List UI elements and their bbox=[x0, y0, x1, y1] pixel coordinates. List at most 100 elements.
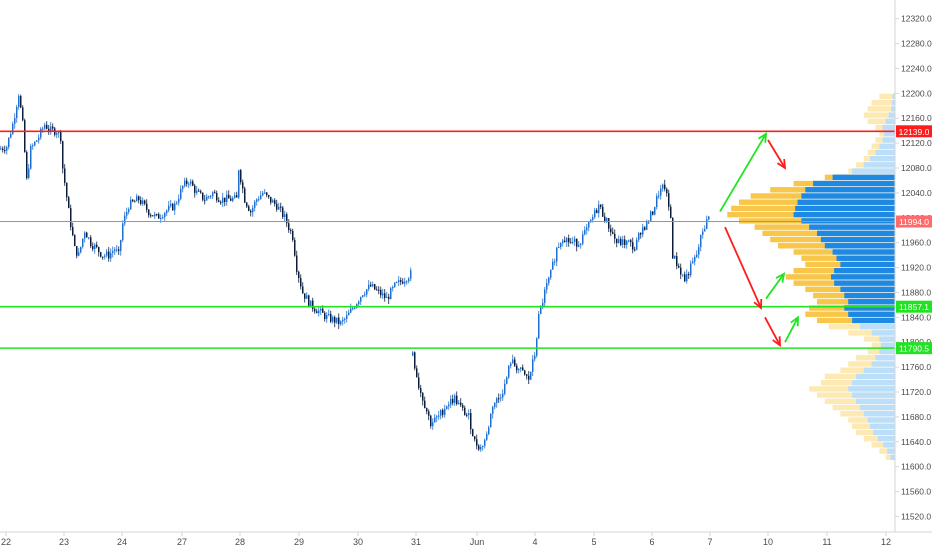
candle-body bbox=[700, 234, 702, 248]
candle-body bbox=[292, 230, 294, 241]
time-axis[interactable]: 22 23 24 27 28 29 30 31 Jun 4 5 6 7 10 11 12 bbox=[1, 532, 891, 547]
candle-body bbox=[326, 315, 328, 320]
candle-body bbox=[370, 284, 372, 287]
candle-body bbox=[434, 417, 436, 423]
candle-body bbox=[560, 243, 562, 248]
profile-bar-up bbox=[813, 180, 895, 187]
candle-body bbox=[90, 237, 92, 247]
candle-body bbox=[586, 227, 588, 231]
candle-body bbox=[590, 219, 592, 223]
candle-body bbox=[172, 203, 174, 211]
candle-body bbox=[282, 207, 284, 218]
candle-body bbox=[638, 233, 640, 240]
profile-bar-up bbox=[852, 317, 895, 324]
profile-bar-up bbox=[832, 249, 895, 255]
candle-body bbox=[446, 406, 448, 409]
candle-body bbox=[288, 223, 290, 230]
profile-bar-up bbox=[852, 379, 895, 386]
candle-body bbox=[442, 410, 444, 415]
candle-body bbox=[228, 194, 230, 199]
level-price-tag bbox=[896, 125, 932, 138]
candle-body bbox=[140, 200, 142, 204]
candle-body bbox=[354, 307, 356, 309]
candle-body bbox=[162, 217, 164, 219]
arrow-shaft[interactable] bbox=[784, 316, 799, 343]
candle-body bbox=[316, 311, 318, 314]
candle-body bbox=[230, 198, 232, 201]
candle-body bbox=[246, 202, 248, 207]
candle-body bbox=[38, 137, 40, 141]
candle-body bbox=[374, 284, 376, 290]
candle-body bbox=[422, 392, 424, 401]
candle-body bbox=[406, 281, 408, 283]
profile-bar-total bbox=[867, 106, 895, 112]
candle-body bbox=[526, 374, 528, 376]
candle-body bbox=[608, 218, 610, 229]
profile-bar-up bbox=[834, 280, 895, 286]
candle-body bbox=[640, 233, 642, 235]
candle-body bbox=[674, 255, 676, 259]
candle-body bbox=[580, 243, 582, 245]
candle-body bbox=[420, 388, 422, 393]
candle-body bbox=[472, 429, 474, 437]
candle-body bbox=[280, 206, 282, 208]
candle-body bbox=[392, 286, 394, 289]
candle-body bbox=[658, 195, 660, 197]
price-tick-label: 12080.0 bbox=[901, 163, 932, 173]
candle-body bbox=[476, 439, 478, 446]
profile-bar-up bbox=[892, 93, 895, 100]
candle-body bbox=[358, 301, 360, 305]
profile-bar-up bbox=[879, 143, 895, 149]
candle-body bbox=[676, 255, 678, 266]
candle-body bbox=[160, 217, 162, 219]
level-price-label: 12139.0 bbox=[899, 127, 930, 137]
arrow-shaft[interactable] bbox=[767, 139, 786, 169]
candle-body bbox=[210, 196, 212, 198]
candle-body bbox=[440, 410, 442, 416]
candle-body bbox=[482, 445, 484, 447]
candle-body bbox=[620, 239, 622, 245]
candle-body bbox=[474, 436, 476, 440]
candle-body bbox=[10, 134, 12, 138]
price-tick-label: 12240.0 bbox=[901, 63, 932, 73]
candle-body bbox=[454, 395, 456, 403]
candle-body bbox=[432, 422, 434, 427]
candle-body bbox=[142, 200, 144, 204]
candle-body bbox=[500, 397, 502, 399]
time-tick-label: Jun bbox=[470, 537, 485, 547]
level-price-tag bbox=[896, 342, 932, 355]
candle-body bbox=[88, 237, 90, 239]
candle-body bbox=[390, 288, 392, 300]
profile-bar-up bbox=[867, 417, 895, 423]
candle-body bbox=[468, 413, 470, 415]
candle-body bbox=[576, 238, 578, 247]
candle-body bbox=[690, 263, 692, 276]
price-axis[interactable]: 12320.0 12280.0 12240.0 12200.0 12160.0 12120… bbox=[895, 14, 932, 522]
candle-body bbox=[66, 182, 68, 198]
profile-bar-up bbox=[848, 386, 895, 392]
candle-body bbox=[532, 359, 534, 372]
arrow-head bbox=[753, 298, 763, 310]
candle-body bbox=[16, 107, 18, 118]
arrow-shaft[interactable] bbox=[765, 273, 785, 300]
candle-body bbox=[542, 302, 544, 307]
candle-body bbox=[50, 126, 52, 131]
candle-body bbox=[348, 312, 350, 316]
candle-body bbox=[8, 137, 10, 147]
candle-body bbox=[22, 107, 24, 121]
arrow-shaft[interactable] bbox=[719, 133, 767, 213]
candle-body bbox=[572, 241, 574, 243]
candle-body bbox=[668, 193, 670, 207]
candle-body bbox=[664, 184, 666, 190]
arrow-shaft[interactable] bbox=[724, 226, 762, 309]
time-tick-label: 12 bbox=[881, 537, 891, 547]
candle-body bbox=[178, 198, 180, 203]
candle-body bbox=[32, 145, 34, 147]
profile-bar-up bbox=[882, 137, 895, 143]
arrow-shaft[interactable] bbox=[764, 316, 781, 346]
profile-bar-up bbox=[871, 330, 895, 336]
candle-body bbox=[286, 214, 288, 224]
candle-body bbox=[414, 352, 416, 369]
